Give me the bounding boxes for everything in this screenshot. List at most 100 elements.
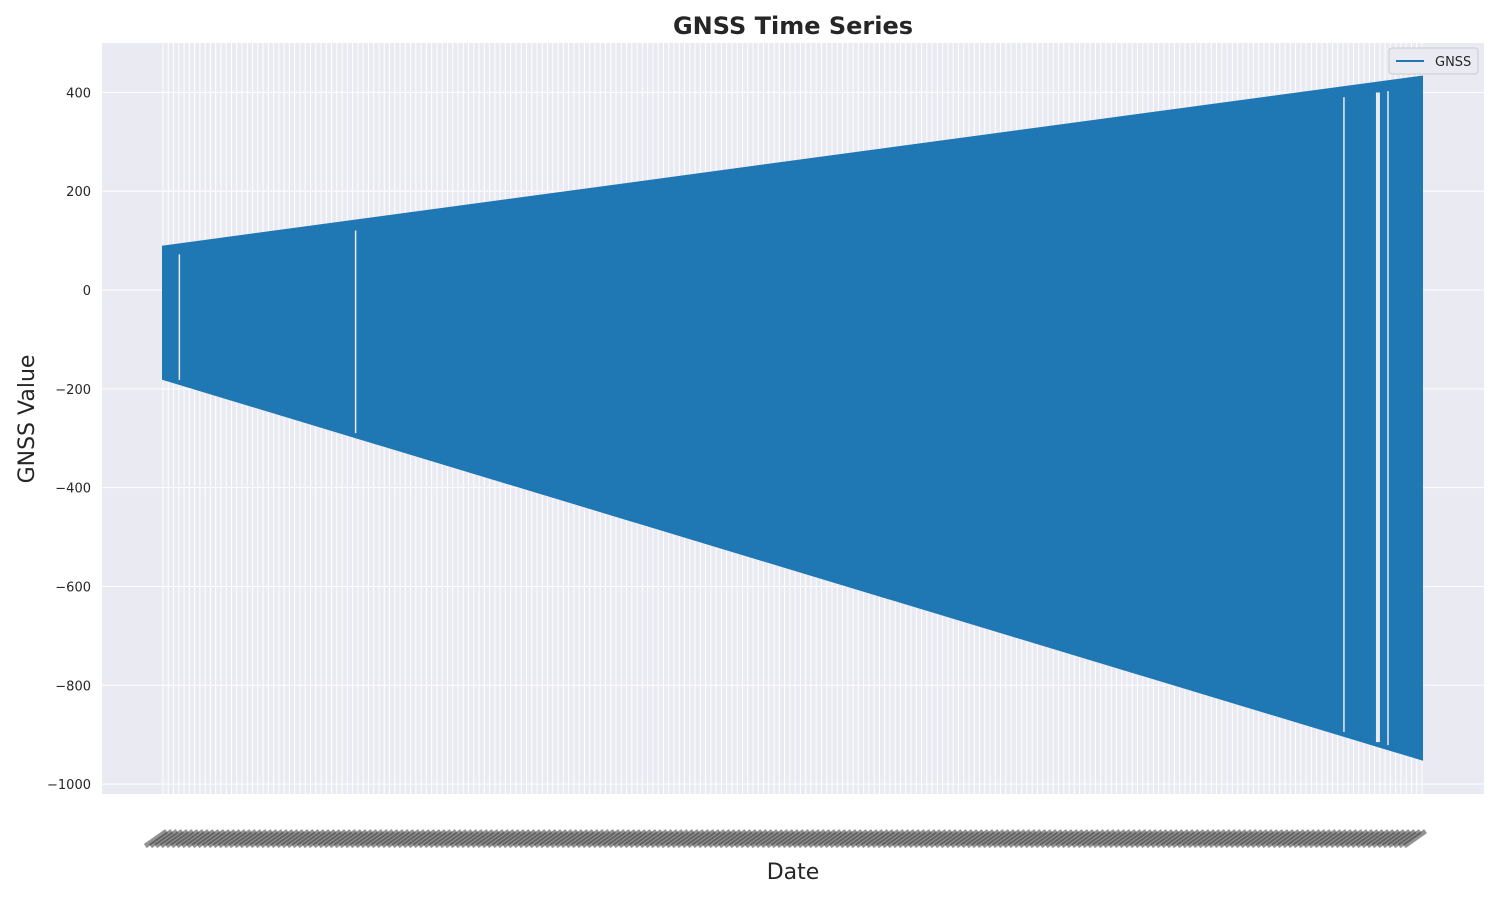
y-tick-label: 0 [83, 284, 91, 299]
x-tick-label [559, 829, 585, 849]
x-tick-label [1081, 829, 1106, 849]
x-tick-label [538, 829, 564, 849]
x-tick-label [280, 829, 305, 849]
x-tick-label [991, 829, 1017, 849]
x-tick-label [591, 829, 616, 849]
x-tick-label [923, 829, 948, 849]
legend: GNSS [1388, 47, 1479, 75]
x-tick-label [897, 829, 922, 849]
x-tick-label [907, 829, 932, 849]
x-tick-label [1255, 829, 1280, 849]
x-tick-label [681, 829, 706, 849]
x-tick-label [607, 829, 632, 849]
x-tick-label [765, 829, 790, 849]
x-tick-label [565, 829, 590, 849]
x-tick-label [154, 829, 179, 849]
x-tick-label [317, 829, 342, 849]
x-tick-label [1155, 829, 1180, 849]
x-tick-label [1265, 829, 1291, 849]
y-axis-label: GNSS Value [15, 355, 40, 484]
x-tick-label [465, 829, 490, 849]
x-tick-label [370, 829, 395, 849]
x-tick-label [328, 829, 353, 849]
x-tick-label [449, 829, 474, 849]
x-tick-label [507, 829, 532, 849]
x-tick-label [1344, 829, 1370, 849]
x-tick-label [1070, 829, 1096, 849]
x-tick-label [1371, 829, 1396, 849]
x-tick-label [665, 829, 690, 849]
x-tick-label [428, 829, 453, 849]
x-tick-label [1308, 829, 1333, 849]
x-tick-label [1128, 829, 1154, 849]
x-tick-label [1013, 829, 1038, 849]
x-tick-label [365, 829, 390, 849]
x-tick-label [654, 829, 679, 849]
x-tick-label [1102, 829, 1127, 849]
x-tick-label [512, 829, 537, 849]
x-tick-label [639, 829, 664, 849]
x-tick-label [902, 829, 927, 849]
x-tick-label [691, 829, 716, 849]
x-tick-label [976, 829, 1001, 849]
x-tick-label [891, 829, 917, 849]
x-tick-label [944, 829, 969, 849]
x-tick-label [986, 829, 1011, 849]
x-tick-label [1402, 829, 1427, 849]
x-tick-label [475, 829, 500, 849]
x-tick-label [1139, 829, 1164, 849]
x-tick-label [1334, 829, 1359, 849]
x-tick-label [881, 829, 906, 849]
x-tick-label [1234, 829, 1259, 849]
x-tick-label [1044, 829, 1069, 849]
x-tick-label [423, 829, 448, 849]
x-tick-label [523, 829, 548, 849]
x-axis-label: Date [767, 860, 820, 885]
x-tick-label [686, 829, 711, 849]
x-tick-label [1365, 829, 1391, 849]
y-tick-labels: 400 200 0 −200 −400 −600 −800 −1000 [47, 86, 91, 793]
x-tick-label [517, 829, 543, 849]
x-tick-label [386, 829, 411, 849]
x-tick-label [575, 829, 600, 849]
x-tick-label [854, 829, 880, 849]
x-tick-label [760, 829, 785, 849]
x-tick-label [860, 829, 885, 849]
x-tick-label [1097, 829, 1122, 849]
x-tick-label [739, 829, 764, 849]
x-tick-label [586, 829, 611, 849]
x-tick-label [1286, 829, 1312, 849]
x-tick-label [180, 829, 205, 849]
x-tick-label [949, 829, 974, 849]
x-tick-label [391, 829, 416, 849]
x-tick-label [207, 829, 232, 849]
x-tick-label [1397, 829, 1422, 849]
legend-label-gnss: GNSS [1435, 55, 1471, 70]
x-tick-label [849, 829, 874, 849]
x-tick-label [1134, 829, 1159, 849]
x-tick-label [491, 829, 516, 849]
x-tick-label [444, 829, 469, 849]
x-tick-label [1207, 829, 1233, 849]
x-tick-label [454, 829, 479, 849]
x-tick-label [1065, 829, 1090, 849]
x-tick-label [886, 829, 911, 849]
x-tick-label [359, 829, 384, 849]
x-tick-label [1302, 829, 1327, 849]
x-tick-label [291, 829, 316, 849]
x-tick-label [649, 829, 674, 849]
x-tick-label [997, 829, 1022, 849]
x-tick-label [417, 829, 442, 849]
x-tick-label [217, 829, 242, 849]
x-tick-label [1239, 829, 1264, 849]
series-gnss [162, 75, 1423, 761]
x-tick-label [1160, 829, 1185, 849]
x-tick-label [660, 829, 685, 849]
x-tick-label [1118, 829, 1143, 849]
x-tick-label [1165, 829, 1190, 849]
x-tick-label [712, 829, 737, 849]
x-tick-label [1192, 829, 1217, 849]
x-tick-label [675, 829, 701, 849]
x-tick-label [344, 829, 369, 849]
x-tick-label [1228, 829, 1254, 849]
